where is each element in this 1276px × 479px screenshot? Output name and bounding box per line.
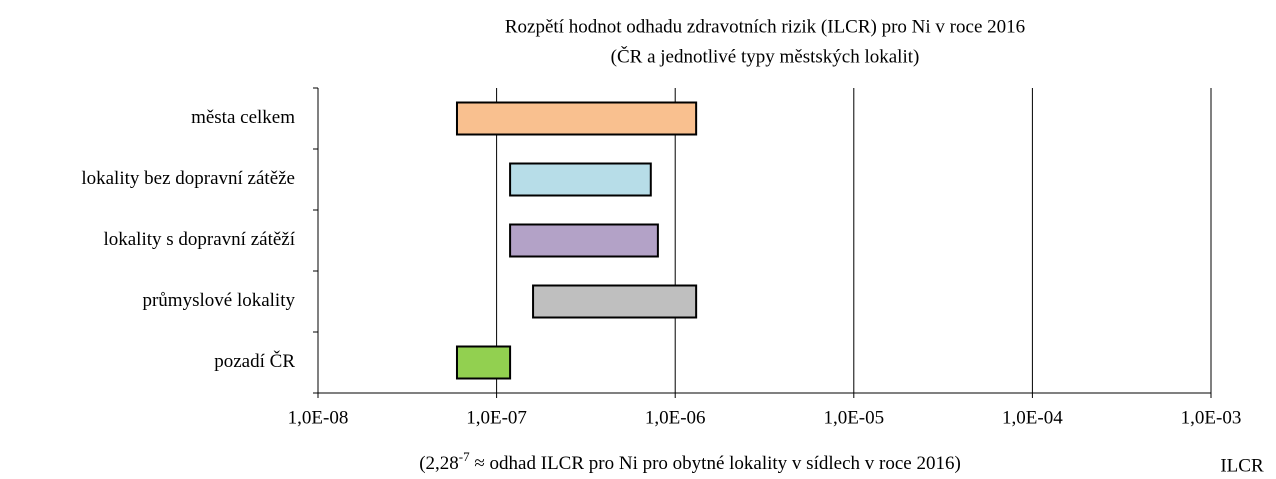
annotation-text: (2,28 — [419, 453, 459, 474]
x-tick-label: 1,0E-03 — [1181, 407, 1242, 428]
bar — [509, 162, 652, 197]
chart-title: Rozpětí hodnot odhadu zdravotních rizik … — [505, 16, 1025, 37]
y-tick-label: pozadí ČR — [214, 350, 295, 372]
y-tick-label: města celkem — [191, 107, 295, 128]
chart-subtitle: (ČR a jednotlivé typy městských lokalit) — [611, 45, 920, 67]
bar — [455, 345, 512, 380]
bar — [509, 223, 659, 258]
x-tick-label: 1,0E-04 — [1002, 407, 1063, 428]
bar — [532, 284, 698, 319]
x-tick-label: 1,0E-07 — [466, 407, 527, 428]
y-tick-label: lokality s dopravní zátěží — [103, 229, 295, 250]
y-tick-label: průmyslové lokality — [142, 290, 295, 311]
x-tick-label: 1,0E-08 — [288, 407, 349, 428]
annotation-superscript: -7 — [459, 449, 470, 464]
x-axis-label: ILCR — [1220, 455, 1264, 476]
x-tick-label: 1,0E-05 — [823, 407, 884, 428]
bar — [455, 101, 698, 136]
y-tick-label: lokality bez dopravní zátěže — [81, 168, 295, 189]
annotation-text: ≈ odhad ILCR pro Ni pro obytné lokality … — [470, 453, 961, 474]
annotation: (2,28-7 ≈ odhad ILCR pro Ni pro obytné l… — [419, 449, 961, 474]
x-tick-label: 1,0E-06 — [645, 407, 706, 428]
